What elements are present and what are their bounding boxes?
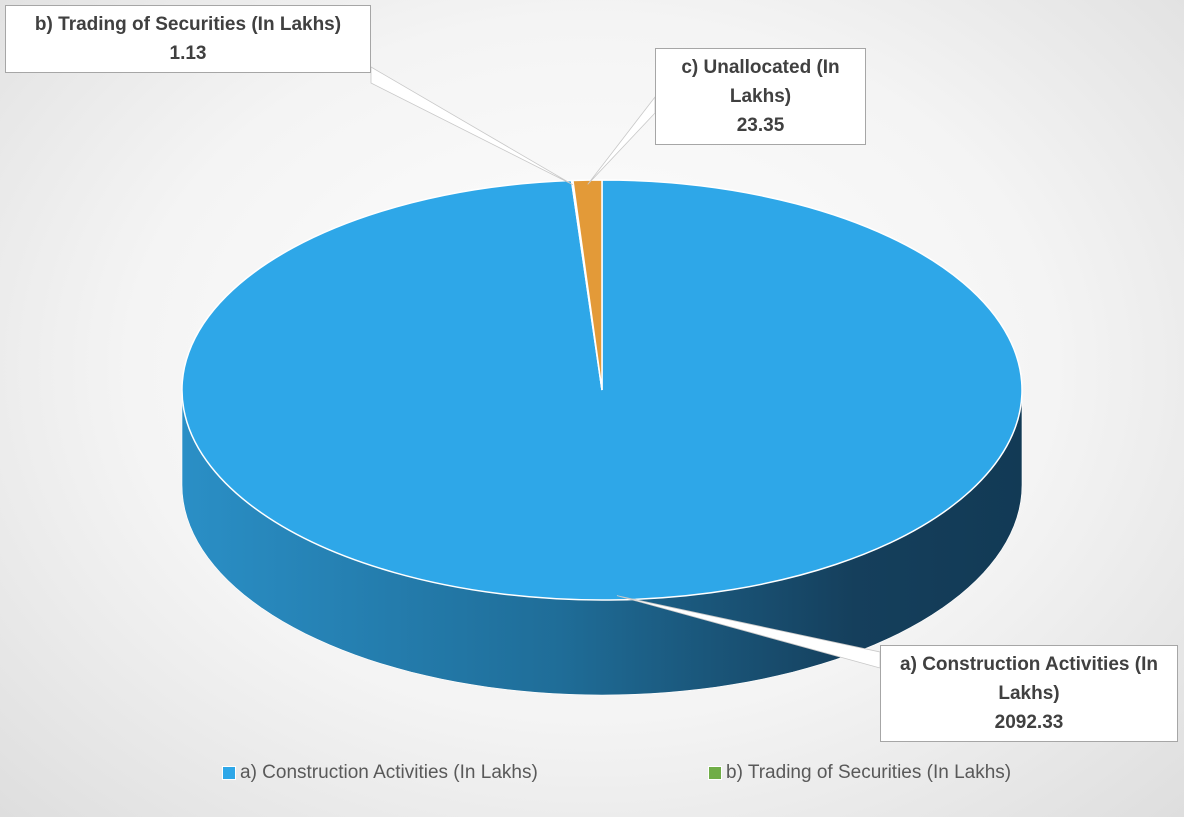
legend-item: b) Trading of Securities (In Lakhs) <box>708 762 1011 784</box>
legend-label: a) Construction Activities (In Lakhs) <box>240 762 538 783</box>
data-label-category: c) Unallocated (In Lakhs) <box>681 57 840 107</box>
legend-label: b) Trading of Securities (In Lakhs) <box>726 762 1012 783</box>
leader-line <box>370 66 574 186</box>
legend-swatch <box>708 766 722 780</box>
data-label-value: 2092.33 <box>994 712 1064 733</box>
data-label-category: a) Construction Activities (In Lakhs) <box>900 654 1158 704</box>
data-label: b) Trading of Securities (In Lakhs) 1.13 <box>5 5 371 73</box>
leader-line <box>587 95 656 185</box>
legend-swatch <box>222 766 236 780</box>
data-label-category: b) Trading of Securities (In Lakhs) <box>34 14 342 35</box>
slice <box>572 179 603 391</box>
data-label: c) Unallocated (In Lakhs) 23.35 <box>655 48 866 145</box>
data-label-value: 23.35 <box>736 115 785 136</box>
data-label: a) Construction Activities (In Lakhs) 209… <box>880 645 1178 742</box>
legend-item: a) Construction Activities (In Lakhs) <box>222 762 538 784</box>
data-label-value: 1.13 <box>169 43 207 64</box>
